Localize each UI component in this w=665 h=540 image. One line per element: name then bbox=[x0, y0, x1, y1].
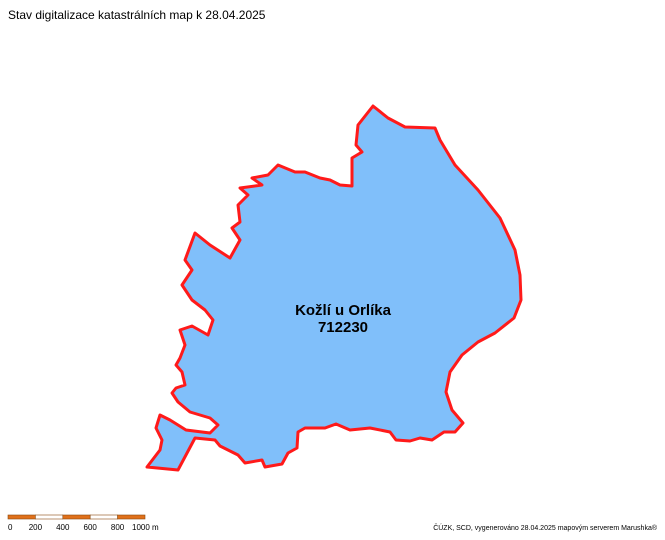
scale-segment bbox=[62, 514, 91, 520]
scale-segment bbox=[89, 514, 118, 520]
scale-label: 800 bbox=[111, 523, 125, 532]
cadastral-area[interactable] bbox=[145, 104, 523, 472]
scale-segment bbox=[35, 514, 64, 520]
region-name: Kožlí u Orlíka bbox=[295, 302, 392, 319]
map-title: Stav digitalizace katastrálních map k 28… bbox=[8, 8, 266, 22]
scale-label: 1000 m bbox=[132, 523, 159, 532]
region-code: 712230 bbox=[318, 319, 368, 336]
scale-label: 600 bbox=[84, 523, 98, 532]
scale-label: 0 bbox=[8, 523, 13, 532]
scale-label: 200 bbox=[29, 523, 43, 532]
scale-bar: 0 200 400 600 800 1000 m bbox=[7, 514, 159, 532]
scale-label: 400 bbox=[56, 523, 70, 532]
attribution: ČÚZK, SCD, vygenerováno 28.04.2025 mapov… bbox=[433, 523, 658, 532]
scale-segment bbox=[117, 514, 146, 520]
scale-segment bbox=[7, 514, 36, 520]
